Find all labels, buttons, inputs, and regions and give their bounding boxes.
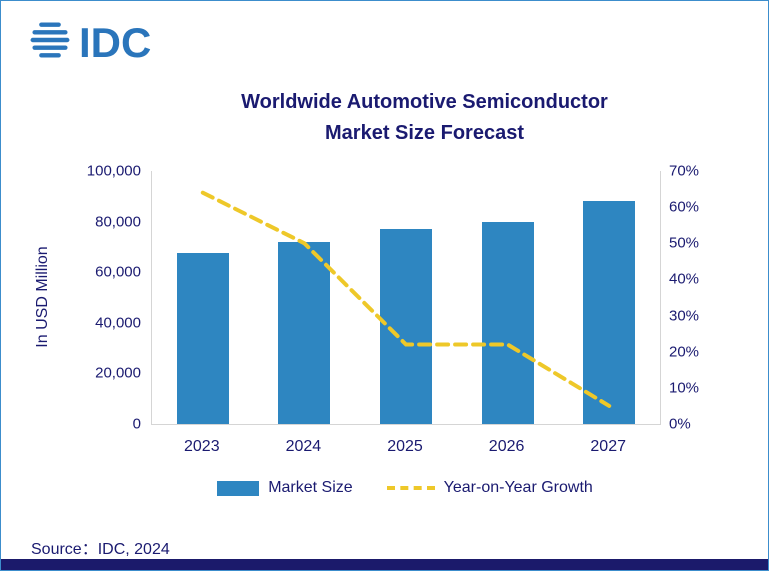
legend-label-market-size: Market Size [268, 479, 353, 496]
growth-line-swatch-icon [386, 486, 435, 490]
right-axis-tick: 40% [669, 270, 700, 288]
market-size-bar [380, 229, 432, 424]
legend-item-growth: Year-on-Year Growth [386, 479, 593, 497]
market-size-bar [278, 241, 331, 424]
left-axis-title: In USD Million [34, 246, 51, 348]
market-size-bar [176, 253, 229, 424]
right-axis-tick: 0% [669, 415, 691, 433]
legend-item-market-size: Market Size [217, 479, 353, 497]
left-axis-tick: 0 [132, 415, 141, 433]
legend-label-growth: Year-on-Year Growth [443, 479, 593, 496]
x-axis-tick-year: 2026 [488, 438, 525, 455]
left-axis-tick: 40,000 [95, 314, 141, 332]
globe-icon [27, 17, 73, 68]
left-axis-tick: 80,000 [95, 213, 141, 231]
source-note: Source：IDC, 2024 [31, 541, 170, 558]
x-axis-tick-year: 2025 [387, 438, 423, 455]
right-axis-tick: 50% [669, 234, 700, 252]
x-axis-tick-year: 2023 [184, 438, 220, 455]
chart-title: Worldwide Automotive Semiconductor Marke… [91, 87, 758, 149]
left-axis-tick: 60,000 [95, 263, 141, 281]
chart-title-line1: Worldwide Automotive Semiconductor [241, 91, 608, 113]
right-axis-tick: 30% [669, 307, 700, 325]
market-size-bar [583, 201, 636, 424]
right-axis-tick: 10% [669, 379, 700, 397]
market-size-bar [481, 221, 534, 424]
chart-legend: Market Size Year-on-Year Growth [151, 479, 659, 497]
chart-plot-area [151, 171, 661, 425]
left-axis-tick: 20,000 [95, 364, 141, 382]
chart-title-line2: Market Size Forecast [325, 122, 524, 144]
bottom-accent-bar [1, 559, 768, 570]
x-axis-tick-year: 2024 [285, 438, 322, 455]
growth-line [200, 190, 612, 408]
idc-logo: IDC [27, 17, 151, 68]
x-axis-tick-year: 2027 [590, 438, 626, 455]
right-axis-tick: 70% [669, 162, 700, 180]
left-axis-tick: 100,000 [86, 162, 141, 180]
right-axis-tick: 60% [669, 198, 700, 216]
idc-logo-text: IDC [79, 18, 152, 66]
right-axis-tick: 20% [669, 343, 700, 361]
market-size-swatch-icon [217, 480, 260, 496]
